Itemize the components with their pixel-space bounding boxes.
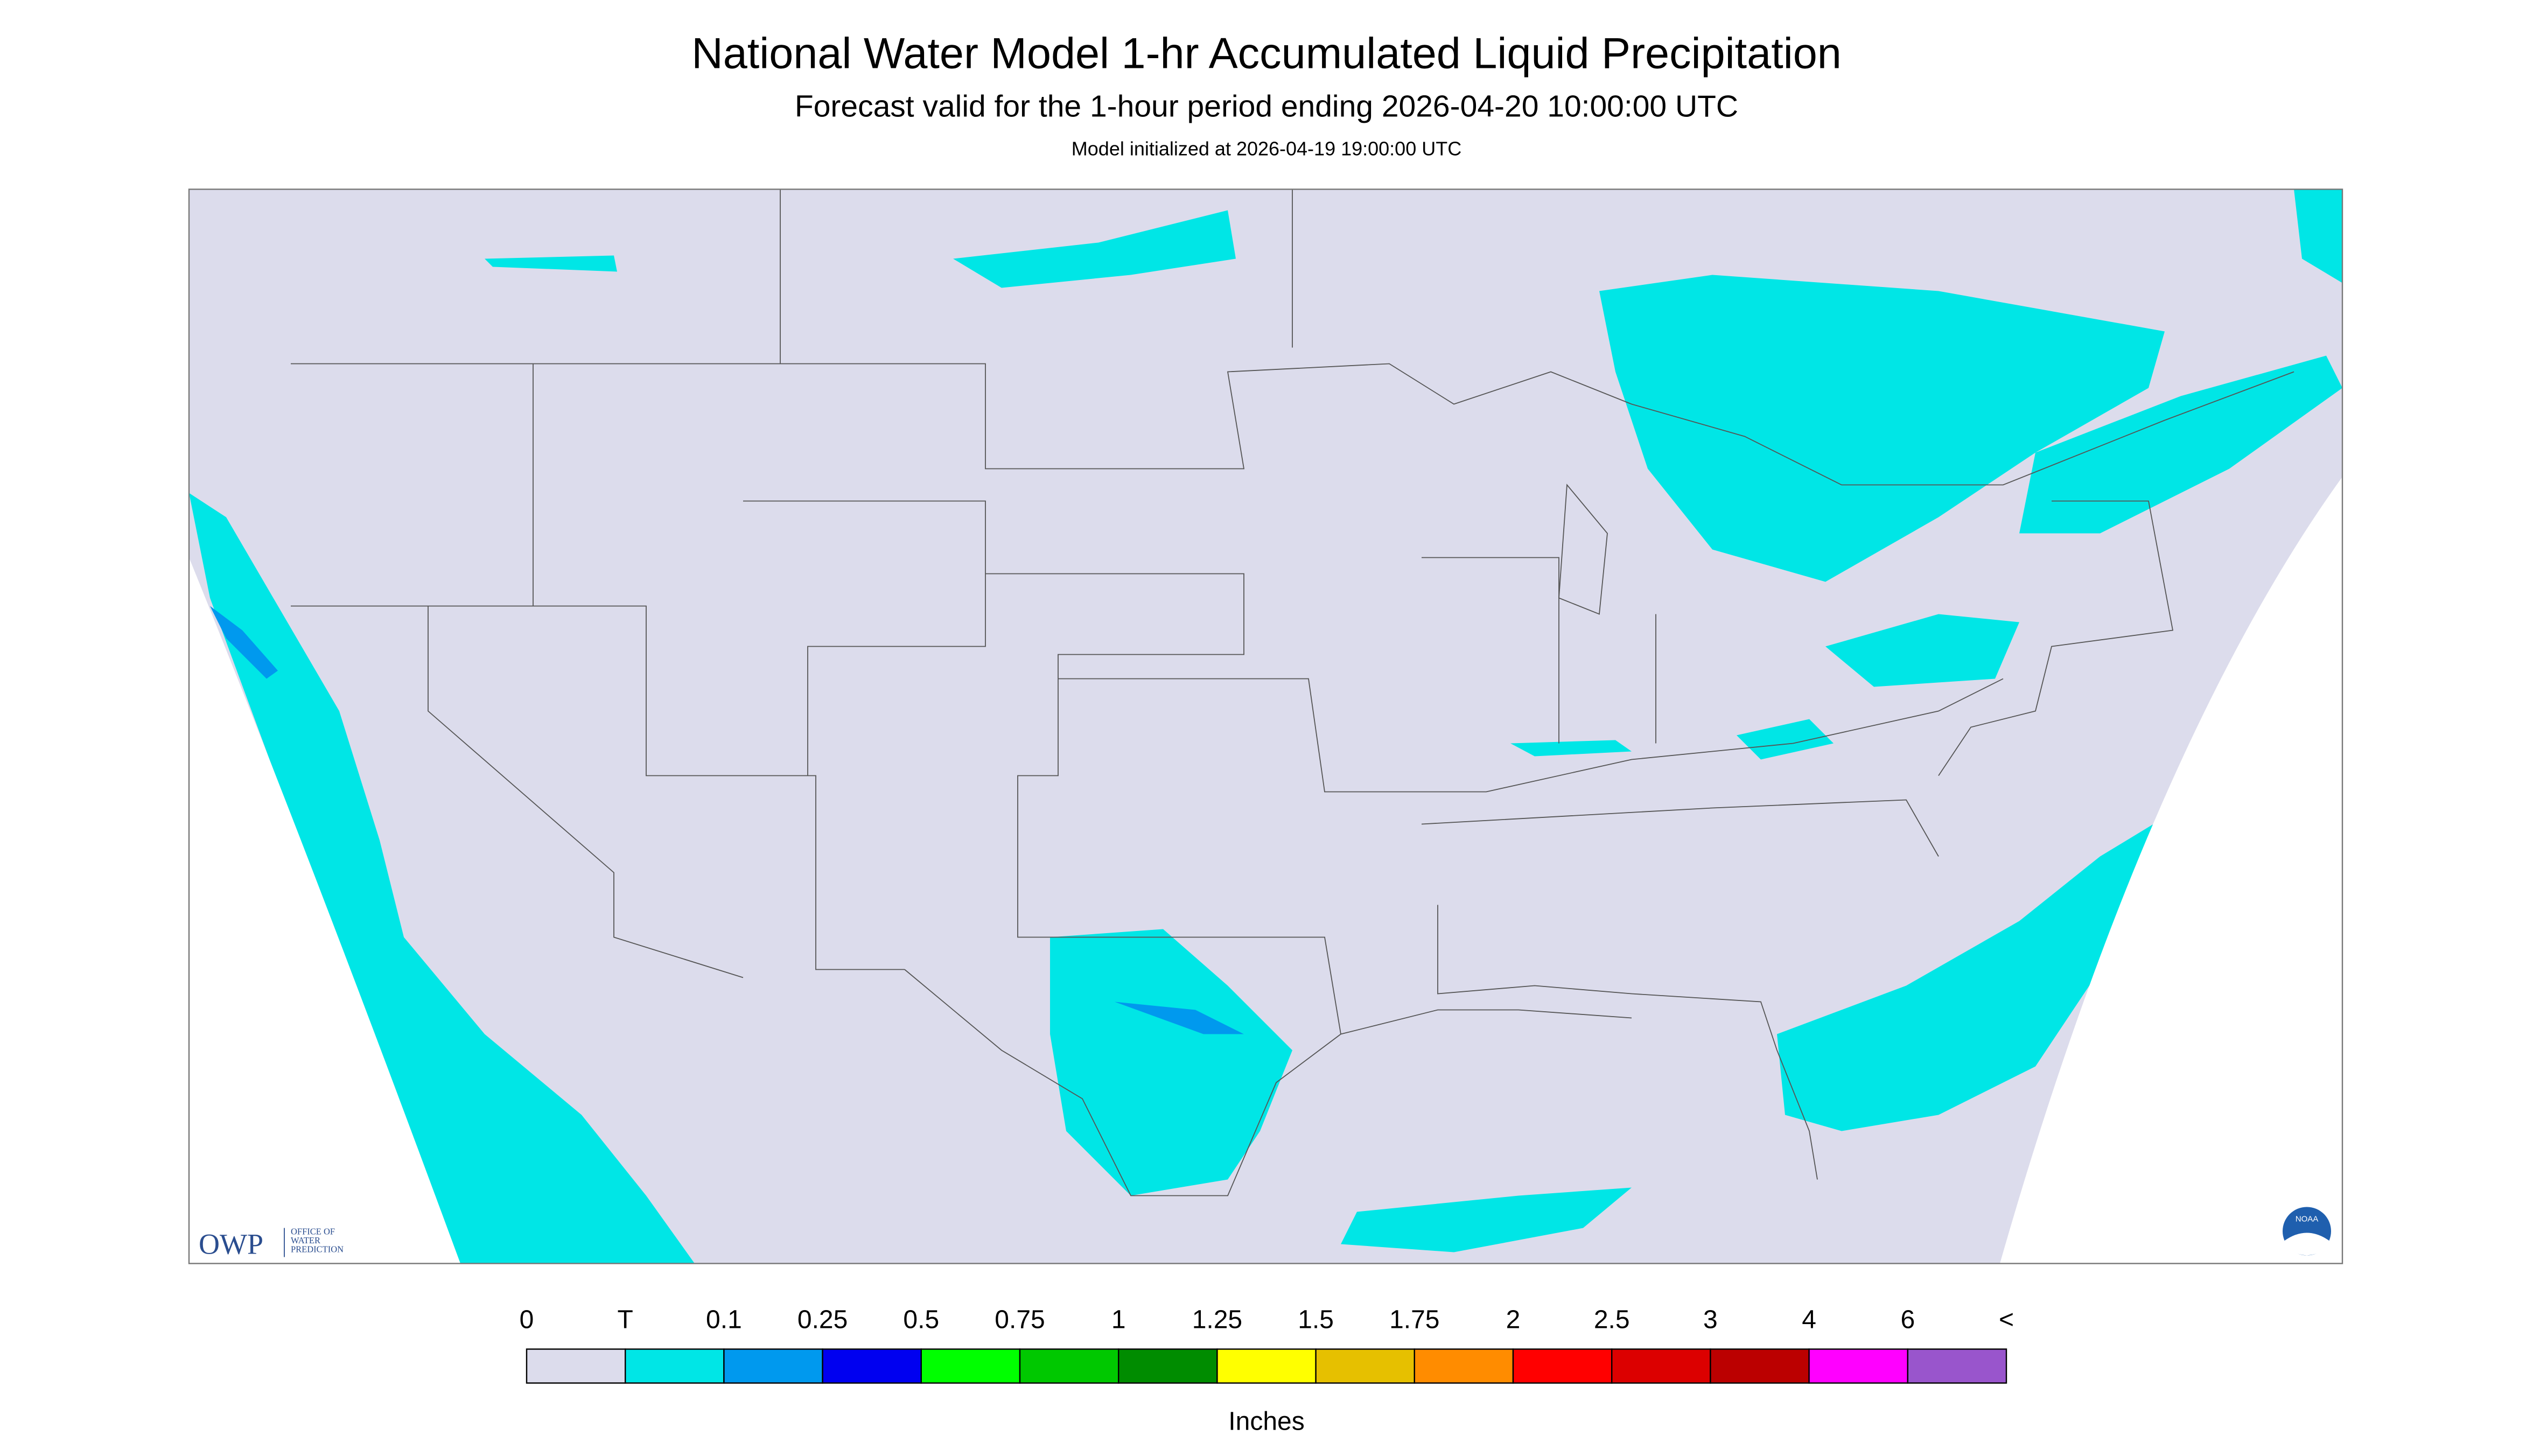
legend-swatch: [1019, 1348, 1119, 1384]
legend-swatch: [625, 1348, 725, 1384]
legend-label: 0.25: [797, 1306, 848, 1334]
domain-mask: [2000, 477, 2342, 1264]
title: National Water Model 1-hr Accumulated Li…: [691, 30, 1842, 78]
map-frame: [188, 188, 2343, 1264]
legend-label: 1.75: [1389, 1306, 1439, 1334]
legend-swatch: [920, 1348, 1021, 1384]
legend-label: 1.5: [1298, 1306, 1334, 1334]
legend-label: 1.25: [1192, 1306, 1242, 1334]
legend-label: 4: [1802, 1306, 1816, 1334]
legend-label: 0.5: [903, 1306, 939, 1334]
legend-swatch: [1611, 1348, 1711, 1384]
legend-label: 6: [1900, 1306, 1915, 1334]
owp-logo: OWP: [199, 1228, 263, 1261]
legend-swatch: [1808, 1348, 1909, 1384]
legend-label: <: [1999, 1306, 2014, 1334]
legend-swatch: [1315, 1348, 1415, 1384]
legend-label: T: [618, 1306, 633, 1334]
subtitle: Forecast valid for the 1-hour period end…: [795, 89, 1738, 124]
owp-text-line: WATER: [291, 1235, 320, 1245]
legend-label: 2: [1506, 1306, 1521, 1334]
legend-swatch: [1216, 1348, 1317, 1384]
legend-label: 2.5: [1594, 1306, 1630, 1334]
legend-swatch: [822, 1348, 922, 1384]
legend-swatch: [1512, 1348, 1613, 1384]
legend-label: 1: [1111, 1306, 1126, 1334]
legend-label: 0.1: [706, 1306, 742, 1334]
legend-label: 3: [1703, 1306, 1718, 1334]
legend-swatch: [1118, 1348, 1218, 1384]
legend: 0 T 0.1 0.25 0.5 0.75 1 1.25 1.5 1.75 2 2.5 3 4 6 <: [520, 1306, 2014, 1384]
precipitation: [189, 189, 2342, 1264]
legend-swatch: [526, 1348, 626, 1384]
legend-swatch: [1907, 1348, 2007, 1384]
domain-mask: [189, 557, 460, 1264]
legend-swatch: [723, 1348, 823, 1384]
owp-text-line: PREDICTION: [291, 1244, 344, 1255]
noaa-label: NOAA: [2296, 1215, 2319, 1224]
legend-label: 0: [520, 1306, 534, 1334]
legend-unit: Inches: [1228, 1408, 1304, 1436]
owp-text-line: OFFICE OF: [291, 1227, 335, 1237]
legend-label: 0.75: [995, 1306, 1045, 1334]
legend-swatch: [1414, 1348, 1514, 1384]
borders: [291, 189, 2294, 1196]
init-time: Model initialized at 2026-04-19 19:00:00…: [1072, 138, 1461, 160]
legend-swatch: [1710, 1348, 1810, 1384]
noaa-logo-wave: [2284, 1233, 2329, 1256]
